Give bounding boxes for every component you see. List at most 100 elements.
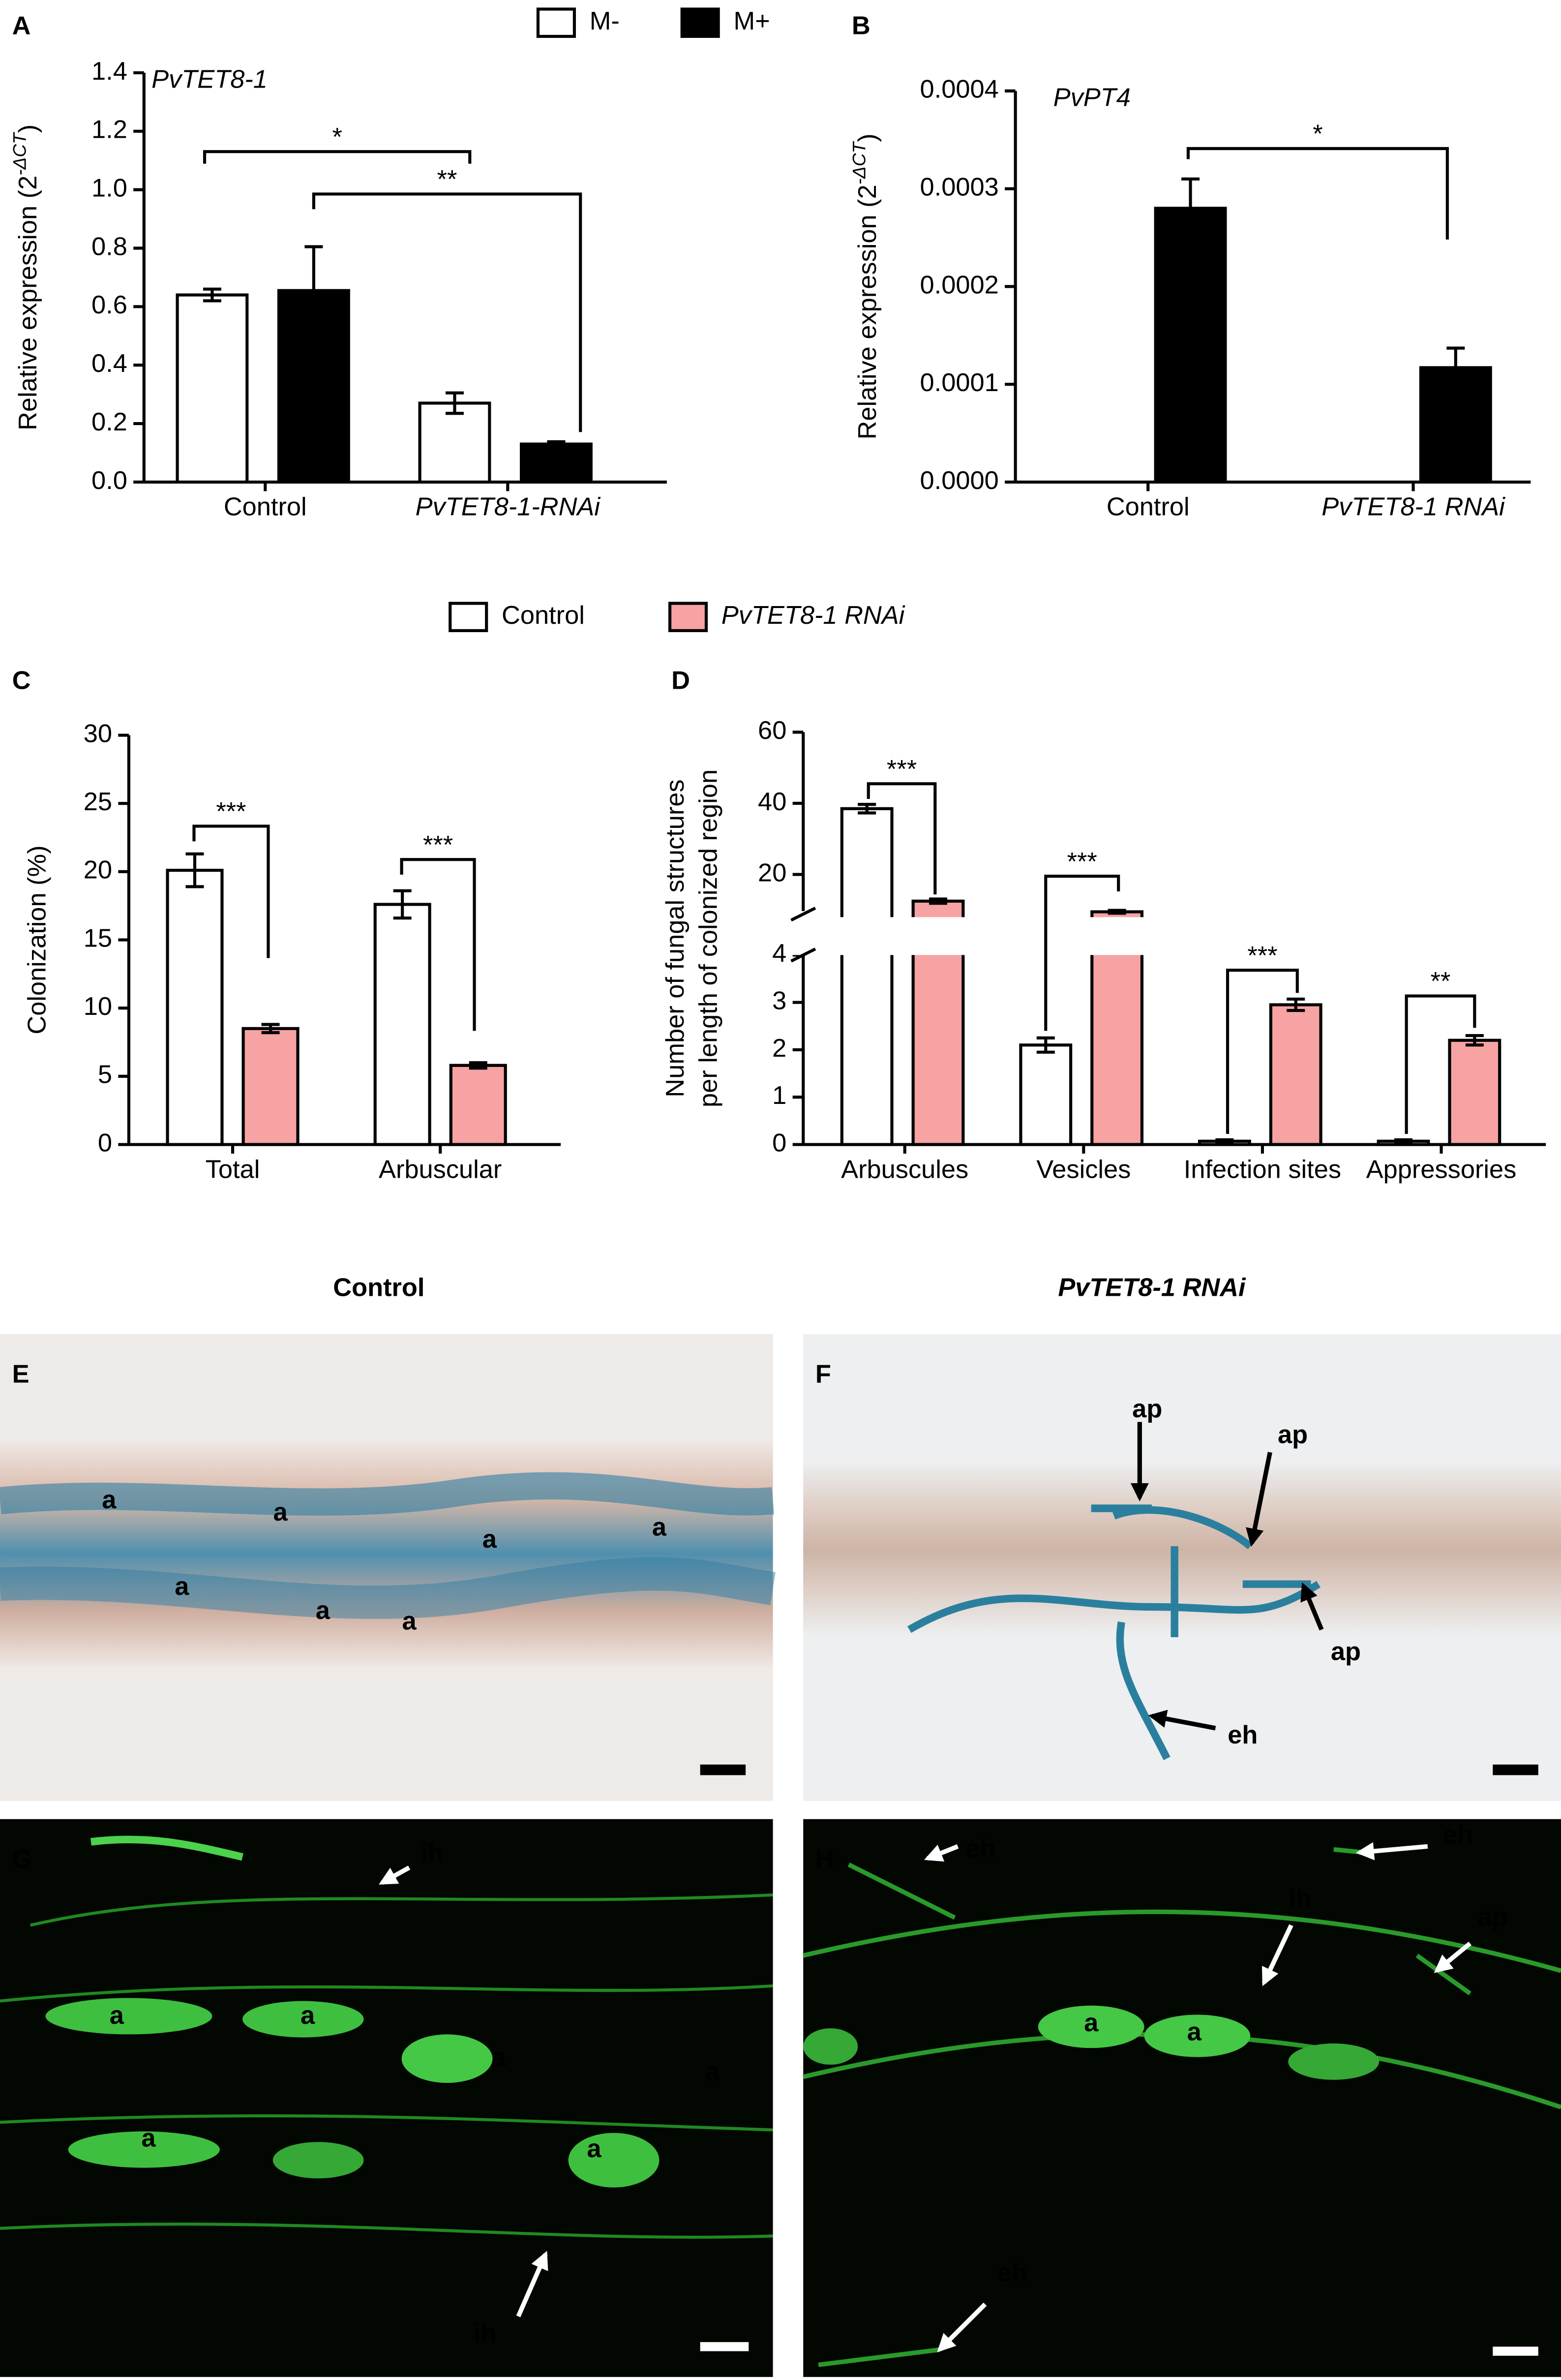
error-bar	[185, 852, 204, 888]
y-axis-label: Colonization (%)	[23, 845, 51, 1034]
x-tick-label: Arbuscules	[841, 1155, 968, 1184]
significance-bracket	[400, 858, 476, 1031]
error-bar	[1215, 1138, 1234, 1144]
y-tick-label: 0.2	[91, 408, 127, 436]
significance-label: ***	[216, 797, 246, 826]
bar	[1019, 1043, 1073, 1146]
y-tick-label: 0.8	[91, 232, 127, 261]
error-bar	[469, 1061, 487, 1070]
structure-label: a	[102, 1486, 117, 1514]
structure-label: a	[1084, 2009, 1099, 2037]
bar	[176, 293, 249, 484]
y-tick-label: 15	[84, 924, 112, 952]
structure-label: a	[402, 1607, 417, 1636]
structure-label: eh	[997, 2259, 1027, 2288]
panel-label: F	[815, 1360, 831, 1388]
error-bar	[1036, 1036, 1055, 1054]
structure-label: a	[300, 2001, 315, 2030]
legend-swatch	[449, 602, 488, 632]
significance-bracket	[203, 150, 472, 164]
significance-label: **	[1431, 967, 1451, 996]
structure-label: a	[175, 1572, 189, 1601]
significance-label: ***	[1247, 942, 1277, 970]
x-tick-label: Appressories	[1366, 1155, 1517, 1184]
x-tick-label: Infection sites	[1184, 1155, 1341, 1184]
arrow	[937, 2302, 987, 2352]
axis-break-mark	[790, 907, 816, 963]
y-axis-label-end: )	[14, 124, 42, 133]
y-tick-label: 1.2	[91, 116, 127, 144]
error-bar	[1287, 997, 1305, 1012]
panel-label: E	[12, 1360, 30, 1388]
bar	[1269, 1003, 1322, 1146]
x-tick-label: Control	[1107, 493, 1190, 521]
panel-label: C	[12, 667, 31, 695]
legend-label: M-	[590, 7, 620, 35]
chart-title: PvTET8-1	[151, 65, 268, 94]
bar	[449, 1064, 507, 1146]
y-tick-label: 0.0	[91, 466, 127, 495]
y-tick-label: 20	[758, 858, 786, 887]
legend-label: Control	[502, 601, 585, 630]
y-tick-label: 0.4	[91, 349, 127, 378]
structure-label: ih	[474, 2319, 497, 2348]
significance-label: *	[1313, 120, 1322, 149]
bar	[241, 1027, 300, 1146]
structure-label: a	[705, 2057, 720, 2086]
y-tick-label: 1	[772, 1081, 786, 1110]
panel-label: B	[852, 11, 871, 40]
structure-label: eh	[1228, 1721, 1258, 1749]
y-axis-label: Relative expression (2-ΔCT)	[9, 124, 42, 430]
error-bar	[1394, 1138, 1412, 1144]
structure-label: a	[141, 2124, 156, 2152]
y-tick-label: 20	[84, 856, 112, 885]
significance-label: ***	[423, 831, 453, 859]
arrow	[1261, 1924, 1293, 1986]
panel-header: Control	[333, 1274, 424, 1302]
y-tick-label: 0	[772, 1129, 786, 1157]
arrow	[1148, 1709, 1216, 1731]
structure-label: ap	[1331, 1637, 1361, 1666]
y-tick-label: 4	[772, 939, 786, 968]
arrow	[924, 1844, 959, 1862]
bar	[166, 869, 224, 1146]
error-bar	[393, 889, 412, 920]
bar	[1448, 1038, 1501, 1146]
legend-swatch	[668, 602, 708, 632]
structure-label: eh	[1443, 1821, 1473, 1849]
legend-swatch	[536, 7, 576, 38]
y-tick-label: 0.0001	[920, 368, 999, 397]
y-axis-label-end: )	[853, 133, 882, 142]
x-tick-label: Arbuscular	[379, 1155, 502, 1184]
error-bar	[858, 803, 876, 815]
legend-label: M+	[733, 7, 770, 35]
y-axis-label: Relative expression (2-ΔCT)	[849, 133, 882, 439]
structure-label: a	[587, 2135, 601, 2163]
bar	[418, 401, 491, 484]
bar	[519, 442, 593, 484]
arrow	[516, 2251, 548, 2318]
panel-label: D	[671, 667, 690, 695]
structure-label: ap	[1478, 1903, 1508, 1931]
micrograph-e	[0, 1334, 776, 1801]
x-tick-label: PvTET8-1 RNAi	[1321, 493, 1505, 521]
legend-swatch	[680, 7, 720, 38]
bar	[1419, 366, 1492, 484]
chart-title: PvPT4	[1053, 84, 1131, 112]
y-axis-label-sup: -ΔCT	[9, 132, 30, 176]
arrow	[1355, 1842, 1428, 1861]
error-bar	[1465, 1034, 1484, 1047]
y-tick-label: 0.0004	[920, 75, 999, 104]
error-bar	[929, 897, 947, 905]
micrograph-g	[0, 1819, 773, 2377]
y-tick-label: 1.4	[91, 57, 127, 86]
significance-bracket	[1186, 147, 1449, 240]
y-tick-label: 0.6	[91, 291, 127, 319]
structure-label: eh	[965, 1834, 995, 1863]
y-axis-label-text: Colonization (%)	[23, 845, 51, 1034]
structure-label: a	[652, 1513, 667, 1542]
y-tick-label: 0	[98, 1129, 112, 1157]
significance-bracket	[1226, 969, 1299, 1134]
bar	[1154, 207, 1227, 484]
